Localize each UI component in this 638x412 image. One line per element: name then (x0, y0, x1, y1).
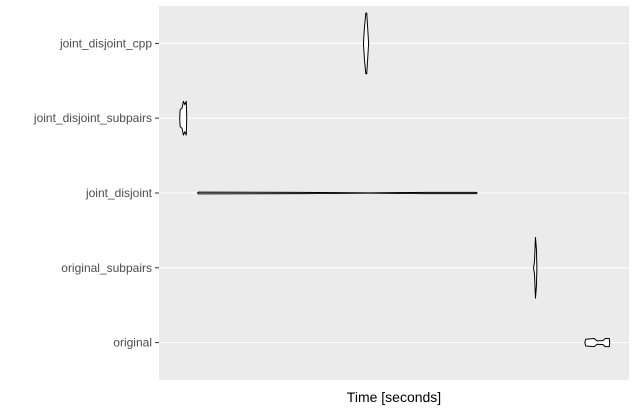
y-tick-label-joint_disjoint_cpp: joint_disjoint_cpp (59, 36, 152, 50)
violins (179, 12, 611, 348)
violin-original_subpairs (533, 237, 538, 299)
y-tick-label-original_subpairs: original_subpairs (61, 261, 152, 275)
y-tick-label-joint_disjoint: joint_disjoint (85, 186, 153, 200)
violin-original (584, 338, 611, 348)
violin-joint_disjoint_subpairs (179, 100, 188, 136)
y-axis-ticks (155, 42, 159, 344)
y-tick-label-joint_disjoint_subpairs: joint_disjoint_subpairs (33, 111, 152, 125)
y-tick-label-original: original (113, 336, 152, 350)
violin-joint_disjoint (197, 191, 478, 195)
y-axis-tick-labels: joint_disjoint_cpp joint_disjoint_subpair… (33, 36, 153, 349)
violin-joint_disjoint_cpp (362, 12, 370, 75)
x-axis-title: Time [seconds] (347, 389, 441, 405)
